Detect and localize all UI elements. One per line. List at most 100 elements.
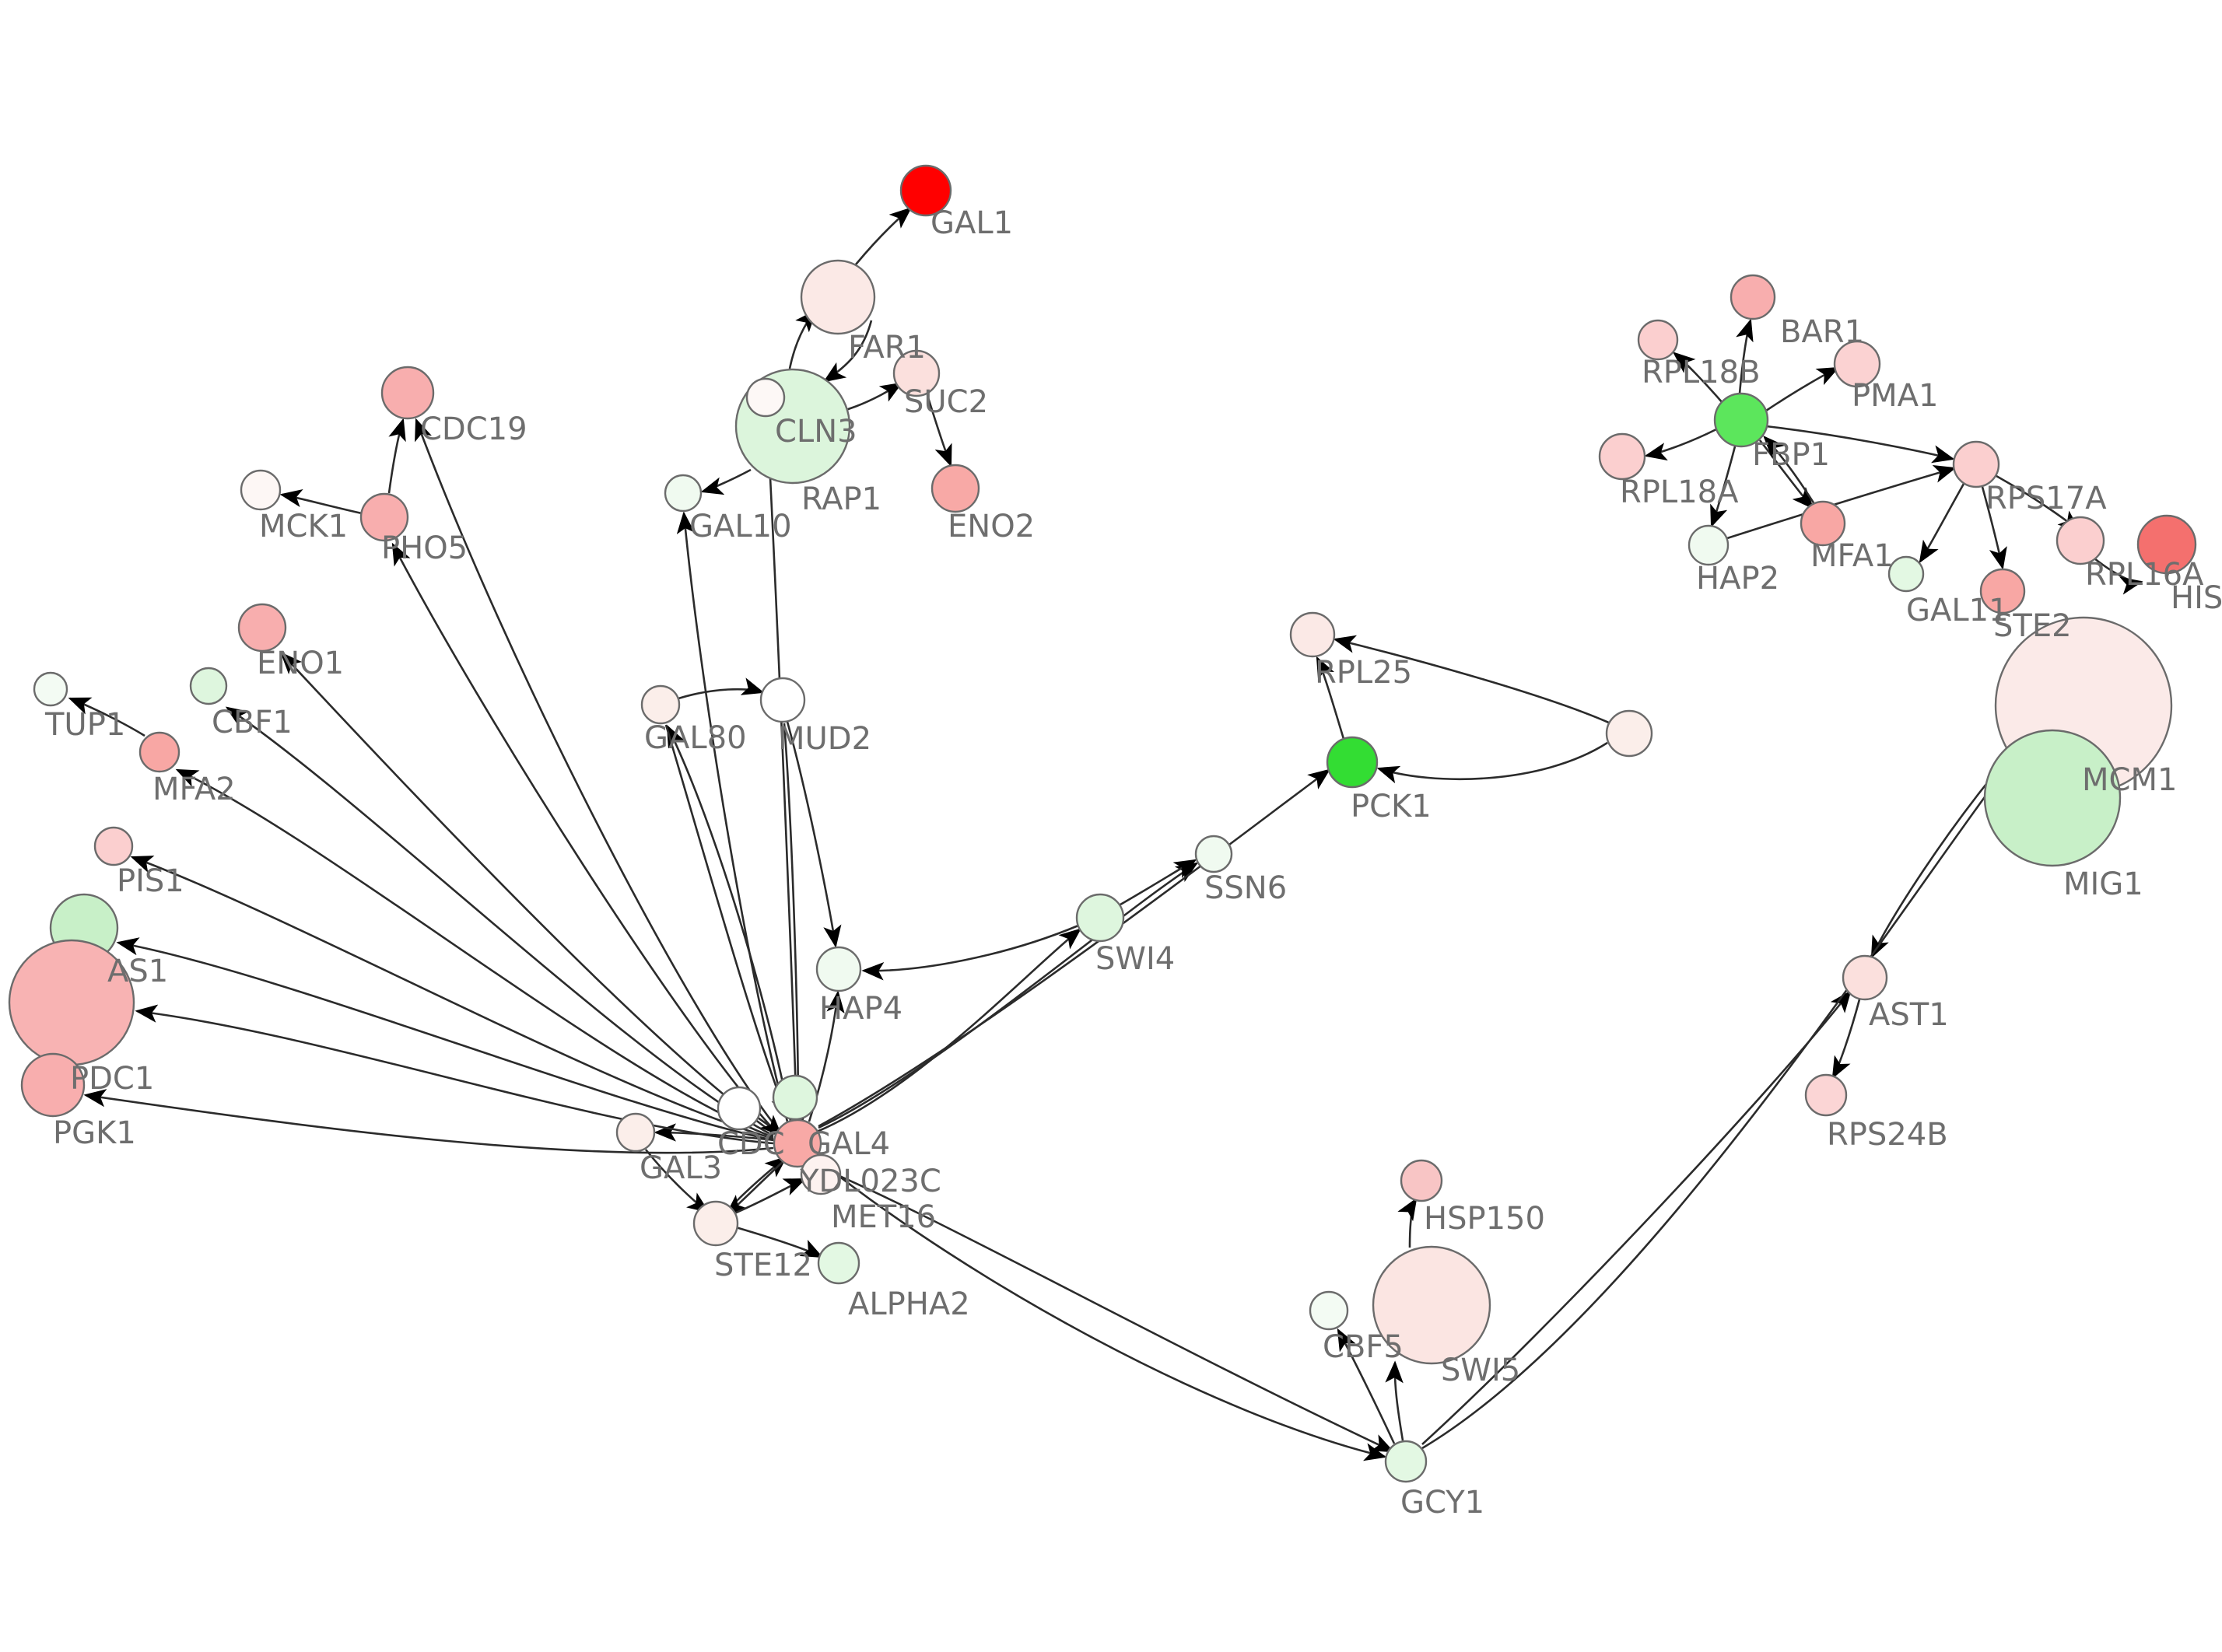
node-label-swi5: SWI5 [1441, 1353, 1520, 1388]
node-ssn6[interactable] [1194, 835, 1233, 873]
node-cdc[interactable] [717, 1086, 762, 1131]
node-label-mfa1: MFA1 [1810, 538, 1894, 574]
node-mfa1[interactable] [1800, 500, 1846, 547]
node-gal1[interactable] [899, 164, 952, 217]
node-label-mud2: MUD2 [778, 721, 871, 757]
node-cdc19[interactable] [380, 366, 435, 420]
edge-ste12-to-ydl023c [734, 1178, 807, 1215]
node-ste2[interactable] [1979, 568, 2026, 614]
node-hap4[interactable] [815, 946, 862, 992]
node-label-gal80: GAL80 [644, 720, 747, 756]
node-label-pgk1: PGK1 [53, 1115, 136, 1151]
edge-hap2-to-rps17a [1726, 465, 1957, 540]
node-label-ydl023c: YDL023C [799, 1164, 941, 1199]
node-rps17a[interactable] [1952, 440, 2000, 488]
node-gcy1[interactable] [1384, 1440, 1428, 1483]
edge-mfa1-to-fbp1 [1763, 436, 1816, 505]
nodes-layer[interactable] [8, 164, 2197, 1483]
node-pho5[interactable] [359, 492, 409, 542]
edge-gal4-to-ssn6 [818, 862, 1199, 1129]
node-label-swi4: SWI4 [1095, 941, 1175, 977]
node-label-cdc: CDC [717, 1126, 785, 1162]
edge-swi4-to-hap4 [861, 924, 1079, 981]
node-label-gal10: GAL10 [689, 509, 792, 544]
node-rps24b[interactable] [1804, 1073, 1848, 1117]
node-his4[interactable] [2136, 514, 2197, 575]
edge-gal4-to-pis1 [130, 856, 774, 1140]
edge-gal4-to-eno1 [280, 652, 776, 1136]
node-suc2[interactable] [892, 349, 941, 397]
node-label-rpl16a: RPL16A [2085, 557, 2204, 593]
edge-mud2-to-gal4 [783, 723, 808, 1119]
edge-rpl16a-to-his4 [2094, 557, 2143, 595]
edge-gal4-to-gal80 [666, 724, 792, 1122]
node-gal10[interactable] [664, 474, 703, 513]
node-rpl25[interactable] [1289, 611, 1336, 658]
node-tup1[interactable] [33, 671, 68, 707]
edge-far1-to-cln3 [822, 320, 873, 383]
node-far1[interactable] [800, 259, 876, 335]
node-label-rpl18a: RPL18A [1620, 474, 1739, 510]
edge-gal80-to-mud2 [678, 677, 765, 700]
node-ydl023c[interactable] [800, 1153, 842, 1195]
node-mud2[interactable] [759, 677, 806, 723]
edge-ste12-to-alpha2 [735, 1226, 824, 1258]
edge-fbp1-to-pma1 [1765, 366, 1840, 412]
node-mck1[interactable] [240, 469, 282, 511]
node-alpha2[interactable] [817, 1241, 860, 1285]
node-label-hap4: HAP4 [819, 991, 902, 1027]
node-swi4[interactable] [1075, 893, 1125, 943]
node-rpl18b[interactable] [1637, 319, 1679, 361]
node-mig1[interactable] [1983, 729, 2122, 867]
node-pgk1[interactable] [20, 1052, 86, 1118]
node-rpl16a[interactable] [2056, 516, 2105, 565]
node-hsp150[interactable] [1400, 1159, 1443, 1202]
node-pck1[interactable] [1326, 736, 1379, 789]
node-label-gal11: GAL11 [1906, 593, 2009, 628]
edge-gal4-to-pgk1 [83, 1089, 774, 1154]
edge-swi5-to-hsp150 [1397, 1197, 1418, 1248]
node-label-cln3: CLN3 [775, 414, 857, 450]
node-hub1[interactable] [1605, 709, 1653, 758]
node-label-ste12: STE12 [714, 1248, 812, 1283]
edge-cln3-to-gal10 [700, 468, 752, 495]
node-gal3[interactable] [615, 1112, 656, 1153]
edge-gal4-to-pdc1 [135, 1004, 774, 1145]
node-ste12[interactable] [692, 1200, 739, 1247]
node-cbf1[interactable] [189, 667, 228, 705]
node-label-rap1: RAP1 [801, 481, 881, 517]
node-bar1[interactable] [1730, 274, 1776, 320]
node-label-suc2: SUC2 [904, 384, 988, 420]
edge-fbp1-to-rpl18a [1644, 428, 1717, 461]
node-label-cbf1: CBF1 [212, 705, 293, 740]
node-rpl18a[interactable] [1598, 432, 1646, 481]
node-eno2[interactable] [931, 464, 980, 513]
edge-mud2-to-hap4 [786, 721, 842, 948]
node-label-cdc19: CDC19 [420, 411, 527, 447]
node-mfa2[interactable] [138, 731, 180, 773]
edge-gal4-to-swi4 [816, 928, 1082, 1133]
node-fbp1[interactable] [1713, 392, 1769, 448]
node-label-cbf5: CBF5 [1323, 1329, 1404, 1365]
edge-mfa2-to-tup1 [68, 697, 145, 737]
edge-fbp1-to-hap2 [1710, 446, 1737, 528]
node-label-ssn6: SSN6 [1204, 870, 1287, 906]
node-label-gas1: AS1 [107, 954, 168, 989]
node-swi5[interactable] [1372, 1245, 1491, 1365]
edge-pho5-to-mck1 [279, 488, 363, 515]
node-label-hsp150: HSP150 [1424, 1201, 1545, 1237]
edge-mcm1-to-ast1 [1870, 758, 2008, 959]
node-pma1[interactable] [1833, 340, 1881, 388]
node-gal11[interactable] [1887, 555, 1925, 593]
node-cbf5[interactable] [1309, 1290, 1349, 1331]
node-ast1[interactable] [1842, 954, 1888, 1001]
node-gal80[interactable] [640, 684, 681, 725]
node-eno1[interactable] [237, 603, 287, 653]
node-rap1[interactable] [745, 377, 786, 418]
node-hap2[interactable] [1688, 524, 1730, 566]
node-seed1[interactable] [772, 1074, 818, 1121]
edge-gal80-to-gal4 [664, 724, 789, 1119]
edge-rps17a-to-ste2 [1981, 486, 2007, 570]
node-pis1[interactable] [93, 826, 134, 866]
